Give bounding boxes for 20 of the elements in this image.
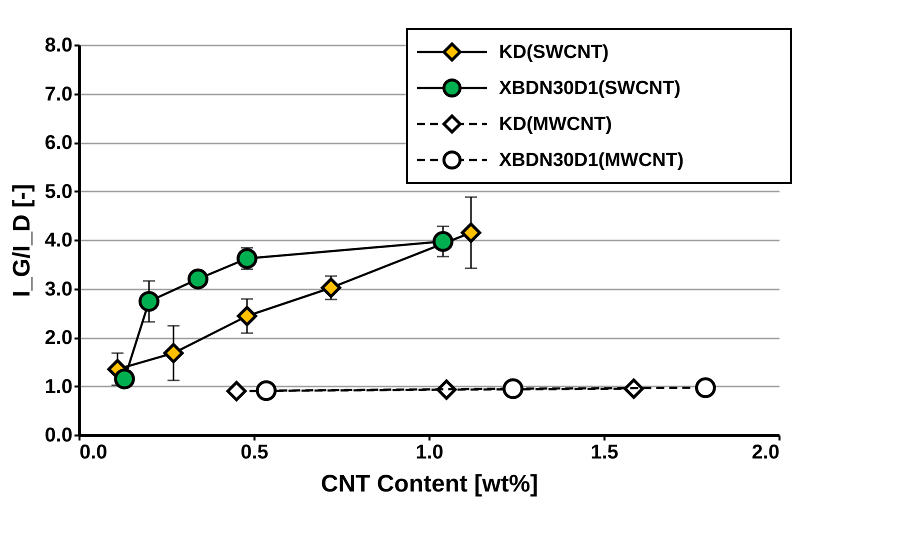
x-tick-label: 0.0 (80, 442, 108, 464)
x-tick-label: 1.5 (590, 442, 618, 464)
y-tick-label: 7.0 (44, 83, 72, 106)
x-tick-label: 0.5 (240, 442, 268, 464)
legend-label: KD(MWCNT) (499, 114, 612, 135)
legend-label: KD(SWCNT) (499, 42, 609, 63)
y-tick-label: 2.0 (44, 327, 72, 349)
y-axis-title: I_G/I_D [-] (8, 184, 36, 298)
y-tick-label: 0.0 (44, 424, 72, 446)
x-axis-title: CNT Content [wt%] (320, 470, 538, 498)
legend-label: XBDN30D1(MWCNT) (499, 150, 684, 171)
y-tick-label: 6.0 (44, 132, 72, 154)
x-tick-label: 2.0 (752, 442, 780, 464)
legend-label: XBDN30D1(SWCNT) (499, 78, 681, 99)
x-tick-label: 1.0 (416, 442, 444, 464)
y-tick-label: 3.0 (44, 278, 72, 300)
y-tick-label: 5.0 (44, 180, 72, 203)
y-tick-label: 8.0 (44, 34, 72, 56)
y-tick-label: 4.0 (44, 230, 72, 252)
y-tick-label: 1.0 (44, 376, 72, 398)
